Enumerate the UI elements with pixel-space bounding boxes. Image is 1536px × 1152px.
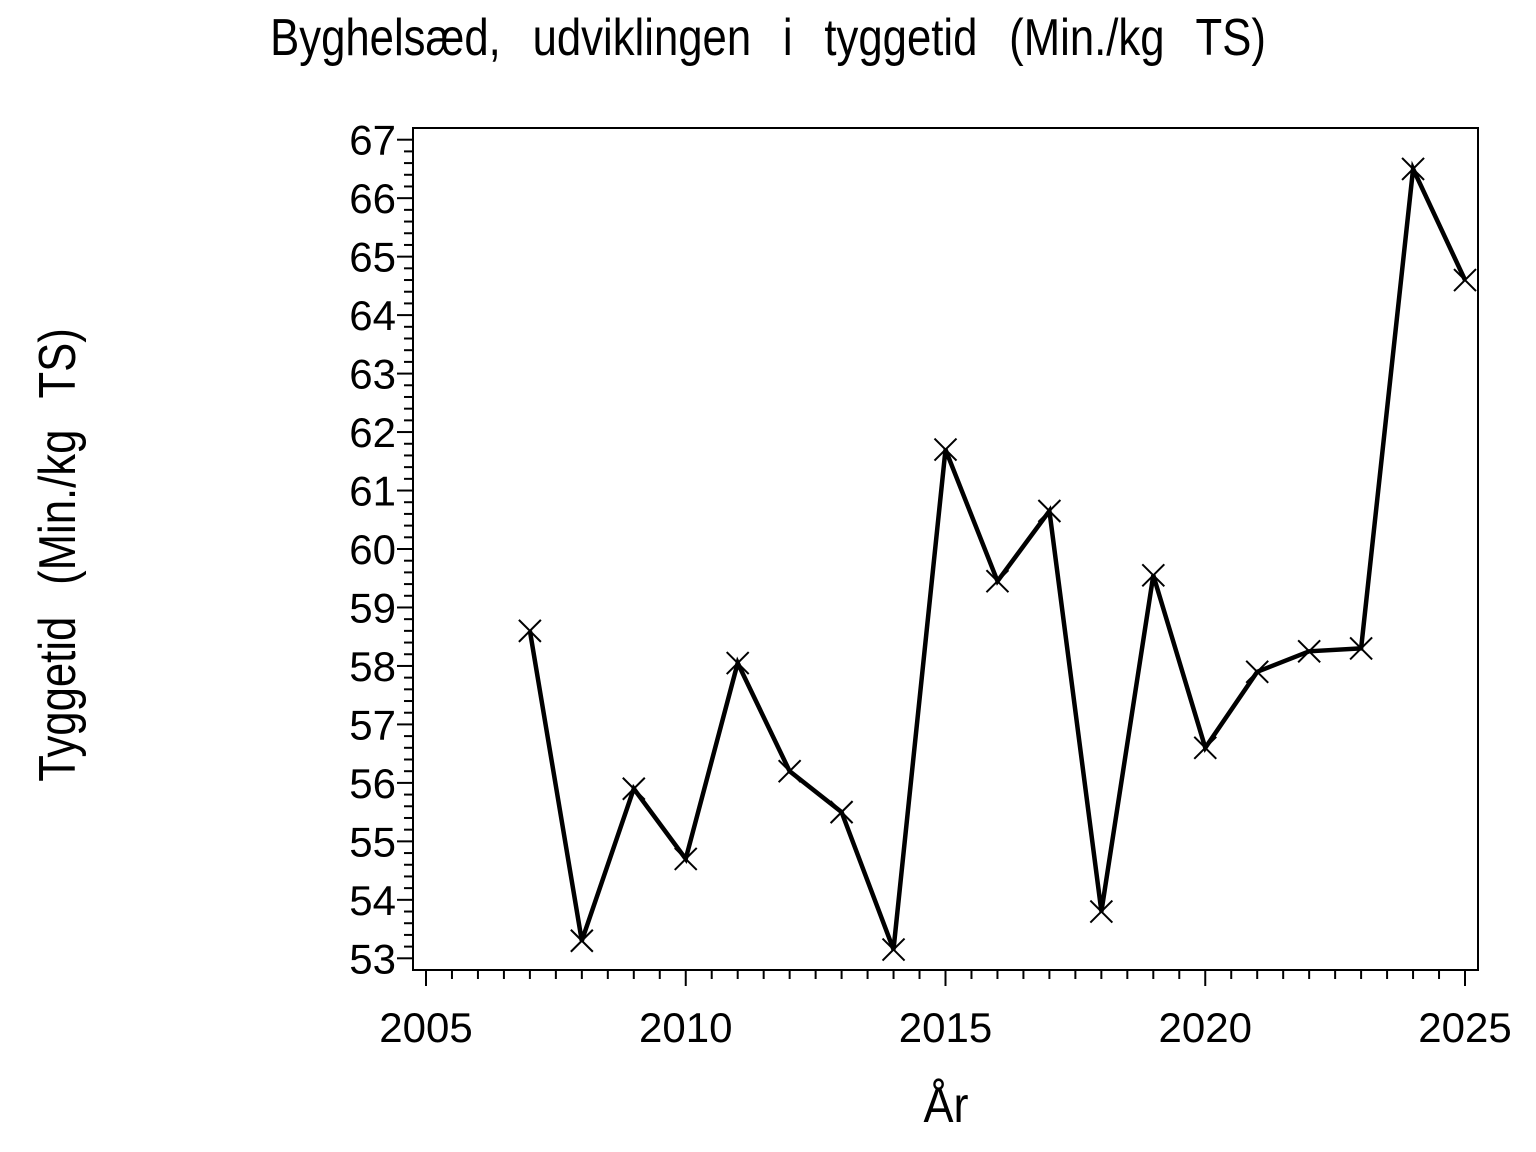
chart-title: Byghelsæd, udviklingen i tyggetid (Min./… <box>270 9 1266 67</box>
y-tick-label: 63 <box>349 351 396 398</box>
data-point-marker <box>933 437 958 462</box>
y-tick-label: 53 <box>349 935 396 982</box>
plot-frame <box>412 127 1479 971</box>
y-tick-label: 65 <box>349 234 396 281</box>
y-tick-label: 60 <box>349 526 396 573</box>
data-point-marker <box>518 619 542 643</box>
y-tick-label: 55 <box>349 818 396 865</box>
data-point-marker <box>881 937 906 962</box>
data-point-marker <box>829 800 854 824</box>
data-point-marker <box>777 759 802 783</box>
data-point-marker <box>1141 563 1166 588</box>
data-point-marker <box>1245 660 1269 684</box>
data-point-marker <box>725 651 750 675</box>
y-tick-label: 64 <box>349 292 396 339</box>
x-tick-label: 2010 <box>639 1004 732 1051</box>
y-tick-label: 61 <box>349 468 396 515</box>
data-point-marker <box>570 929 594 953</box>
data-point-marker <box>1453 268 1477 292</box>
data-point-marker <box>622 777 646 801</box>
data-point-marker <box>674 847 698 871</box>
data-point-marker <box>1193 736 1217 760</box>
y-tick-label: 58 <box>349 643 396 690</box>
y-tick-label: 57 <box>349 701 396 748</box>
data-point-marker <box>1349 636 1373 661</box>
x-tick-label: 2020 <box>1159 1004 1252 1051</box>
y-tick-label: 54 <box>349 877 396 924</box>
x-tick-label: 2025 <box>1418 1004 1511 1051</box>
data-point-marker <box>1089 899 1114 924</box>
y-tick-label: 59 <box>349 584 396 631</box>
series-line <box>527 160 1468 951</box>
data-point-marker <box>985 569 1010 593</box>
data-point-marker <box>1037 499 1062 523</box>
x-axis-label: År <box>923 1077 969 1133</box>
y-tick-label: 62 <box>349 409 396 456</box>
x-tick-label: 2005 <box>379 1004 472 1051</box>
x-tick-label: 2015 <box>899 1004 992 1051</box>
y-tick-label: 56 <box>349 760 396 807</box>
y-tick-label: 67 <box>349 117 396 164</box>
data-point-marker <box>1297 639 1321 664</box>
y-tick-label: 66 <box>349 175 396 222</box>
data-point-marker <box>1401 157 1425 181</box>
